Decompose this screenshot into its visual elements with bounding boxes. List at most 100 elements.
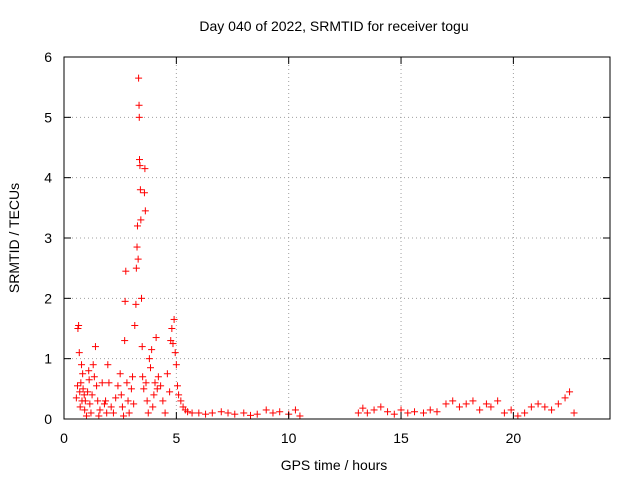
data-point [85, 376, 93, 384]
data-point [570, 409, 578, 417]
data-point [253, 410, 261, 418]
data-point [363, 409, 371, 417]
data-point [145, 355, 153, 363]
data-point [202, 410, 210, 418]
data-point [173, 382, 181, 390]
data-point [140, 385, 148, 393]
y-tick-label: 1 [44, 351, 52, 367]
data-point [129, 373, 137, 381]
data-point [172, 361, 180, 369]
x-tick-label: 10 [281, 430, 297, 446]
data-point [449, 397, 457, 405]
data-point [135, 156, 143, 164]
data-point [133, 243, 141, 251]
data-point [89, 361, 97, 369]
data-point [147, 364, 155, 372]
data-point [148, 346, 156, 354]
data-point [74, 325, 82, 332]
data-point [85, 367, 93, 375]
data-point [112, 394, 120, 402]
data-point [138, 343, 146, 351]
data-point [139, 373, 147, 381]
data-point [123, 379, 131, 387]
data-point [384, 408, 392, 416]
data-point [104, 361, 112, 369]
data-point [76, 388, 84, 396]
data-point [224, 409, 232, 417]
data-point [514, 412, 522, 420]
data-point [208, 409, 216, 417]
data-point [269, 409, 277, 417]
data-point [521, 409, 529, 417]
x-tick-label: 0 [60, 430, 68, 446]
data-point [130, 400, 138, 408]
data-point [84, 388, 92, 396]
data-point [116, 370, 124, 378]
data-point [171, 349, 179, 357]
data-point [122, 267, 130, 275]
data-point [107, 403, 115, 411]
data-point [93, 382, 101, 390]
data-point [507, 406, 515, 414]
data-point [354, 409, 362, 417]
data-point [262, 406, 270, 414]
data-point [87, 409, 95, 417]
data-point [195, 409, 203, 417]
chart-title: Day 040 of 2022, SRMTID for receiver tog… [199, 18, 468, 34]
data-point [433, 408, 441, 416]
grid [64, 57, 610, 419]
data-point [82, 412, 90, 420]
y-tick-label: 2 [44, 290, 52, 306]
data-point [109, 409, 117, 417]
y-tick-label: 6 [44, 49, 52, 65]
data-point [135, 101, 143, 109]
axis-ticks: 0 5 10 15 20 0 1 2 3 4 5 6 [44, 49, 610, 446]
data-point [91, 343, 99, 351]
data-point [291, 406, 299, 414]
data-point [175, 391, 183, 399]
data-point [132, 300, 140, 308]
data-point [79, 385, 87, 393]
data-point [80, 391, 88, 399]
data-point [86, 400, 94, 408]
data-point [217, 408, 225, 416]
data-point [566, 388, 574, 396]
data-point [170, 315, 178, 323]
data-point [534, 400, 542, 408]
data-point [420, 409, 428, 417]
data-point [76, 403, 84, 411]
data-point [102, 397, 110, 405]
x-axis-label: GPS time / hours [281, 457, 388, 473]
x-tick-label: 20 [506, 430, 522, 446]
data-point [151, 379, 159, 387]
data-point [177, 397, 185, 405]
data-point [163, 370, 171, 378]
y-axis-label: SRMTID / TECUs [6, 183, 22, 293]
data-point [527, 403, 535, 411]
data-point [296, 412, 304, 420]
data-point [72, 394, 80, 402]
data-point [138, 294, 146, 302]
data-layer [72, 74, 578, 420]
data-point [554, 400, 562, 408]
data-point [77, 379, 85, 387]
data-point [114, 382, 122, 390]
data-point [118, 403, 126, 411]
data-point [359, 404, 367, 412]
data-point [75, 349, 83, 357]
data-point [157, 382, 165, 390]
data-point [121, 297, 129, 305]
x-tick-label: 5 [172, 430, 180, 446]
data-point [120, 412, 128, 420]
data-point [142, 379, 150, 387]
data-point [184, 408, 192, 416]
data-point [88, 391, 96, 399]
data-point [141, 207, 149, 215]
data-point [152, 334, 160, 342]
data-point [135, 113, 143, 121]
data-point [73, 382, 81, 390]
data-point [154, 373, 162, 381]
data-point [141, 165, 149, 173]
data-point [370, 406, 378, 414]
data-point [231, 410, 239, 418]
